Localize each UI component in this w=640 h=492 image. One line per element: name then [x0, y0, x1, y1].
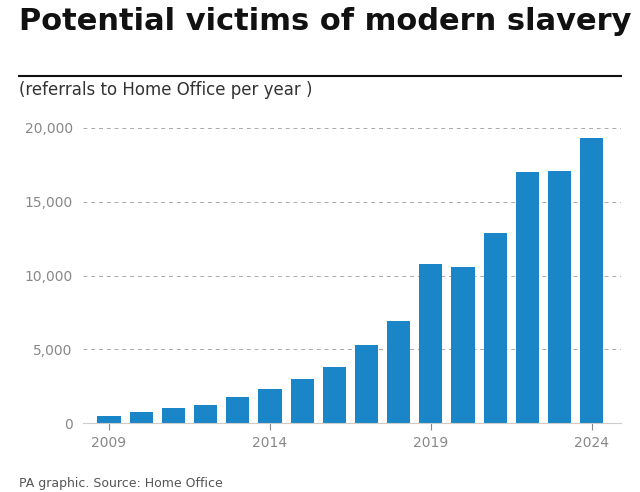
Bar — [484, 233, 507, 423]
Bar — [451, 267, 475, 423]
Bar — [226, 398, 250, 423]
Bar — [355, 345, 378, 423]
Text: Potential victims of modern slavery in UK: Potential victims of modern slavery in U… — [19, 7, 640, 36]
Text: PA graphic. Source: Home Office: PA graphic. Source: Home Office — [19, 477, 223, 490]
Bar — [548, 171, 572, 423]
Bar — [516, 172, 539, 423]
Bar — [387, 321, 410, 423]
Text: (referrals to Home Office per year ): (referrals to Home Office per year ) — [19, 81, 313, 99]
Bar — [129, 412, 153, 423]
Bar — [323, 367, 346, 423]
Bar — [291, 379, 314, 423]
Bar — [162, 408, 185, 423]
Bar — [259, 389, 282, 423]
Bar — [419, 264, 442, 423]
Bar — [580, 138, 604, 423]
Bar — [97, 416, 120, 423]
Bar — [194, 405, 217, 423]
